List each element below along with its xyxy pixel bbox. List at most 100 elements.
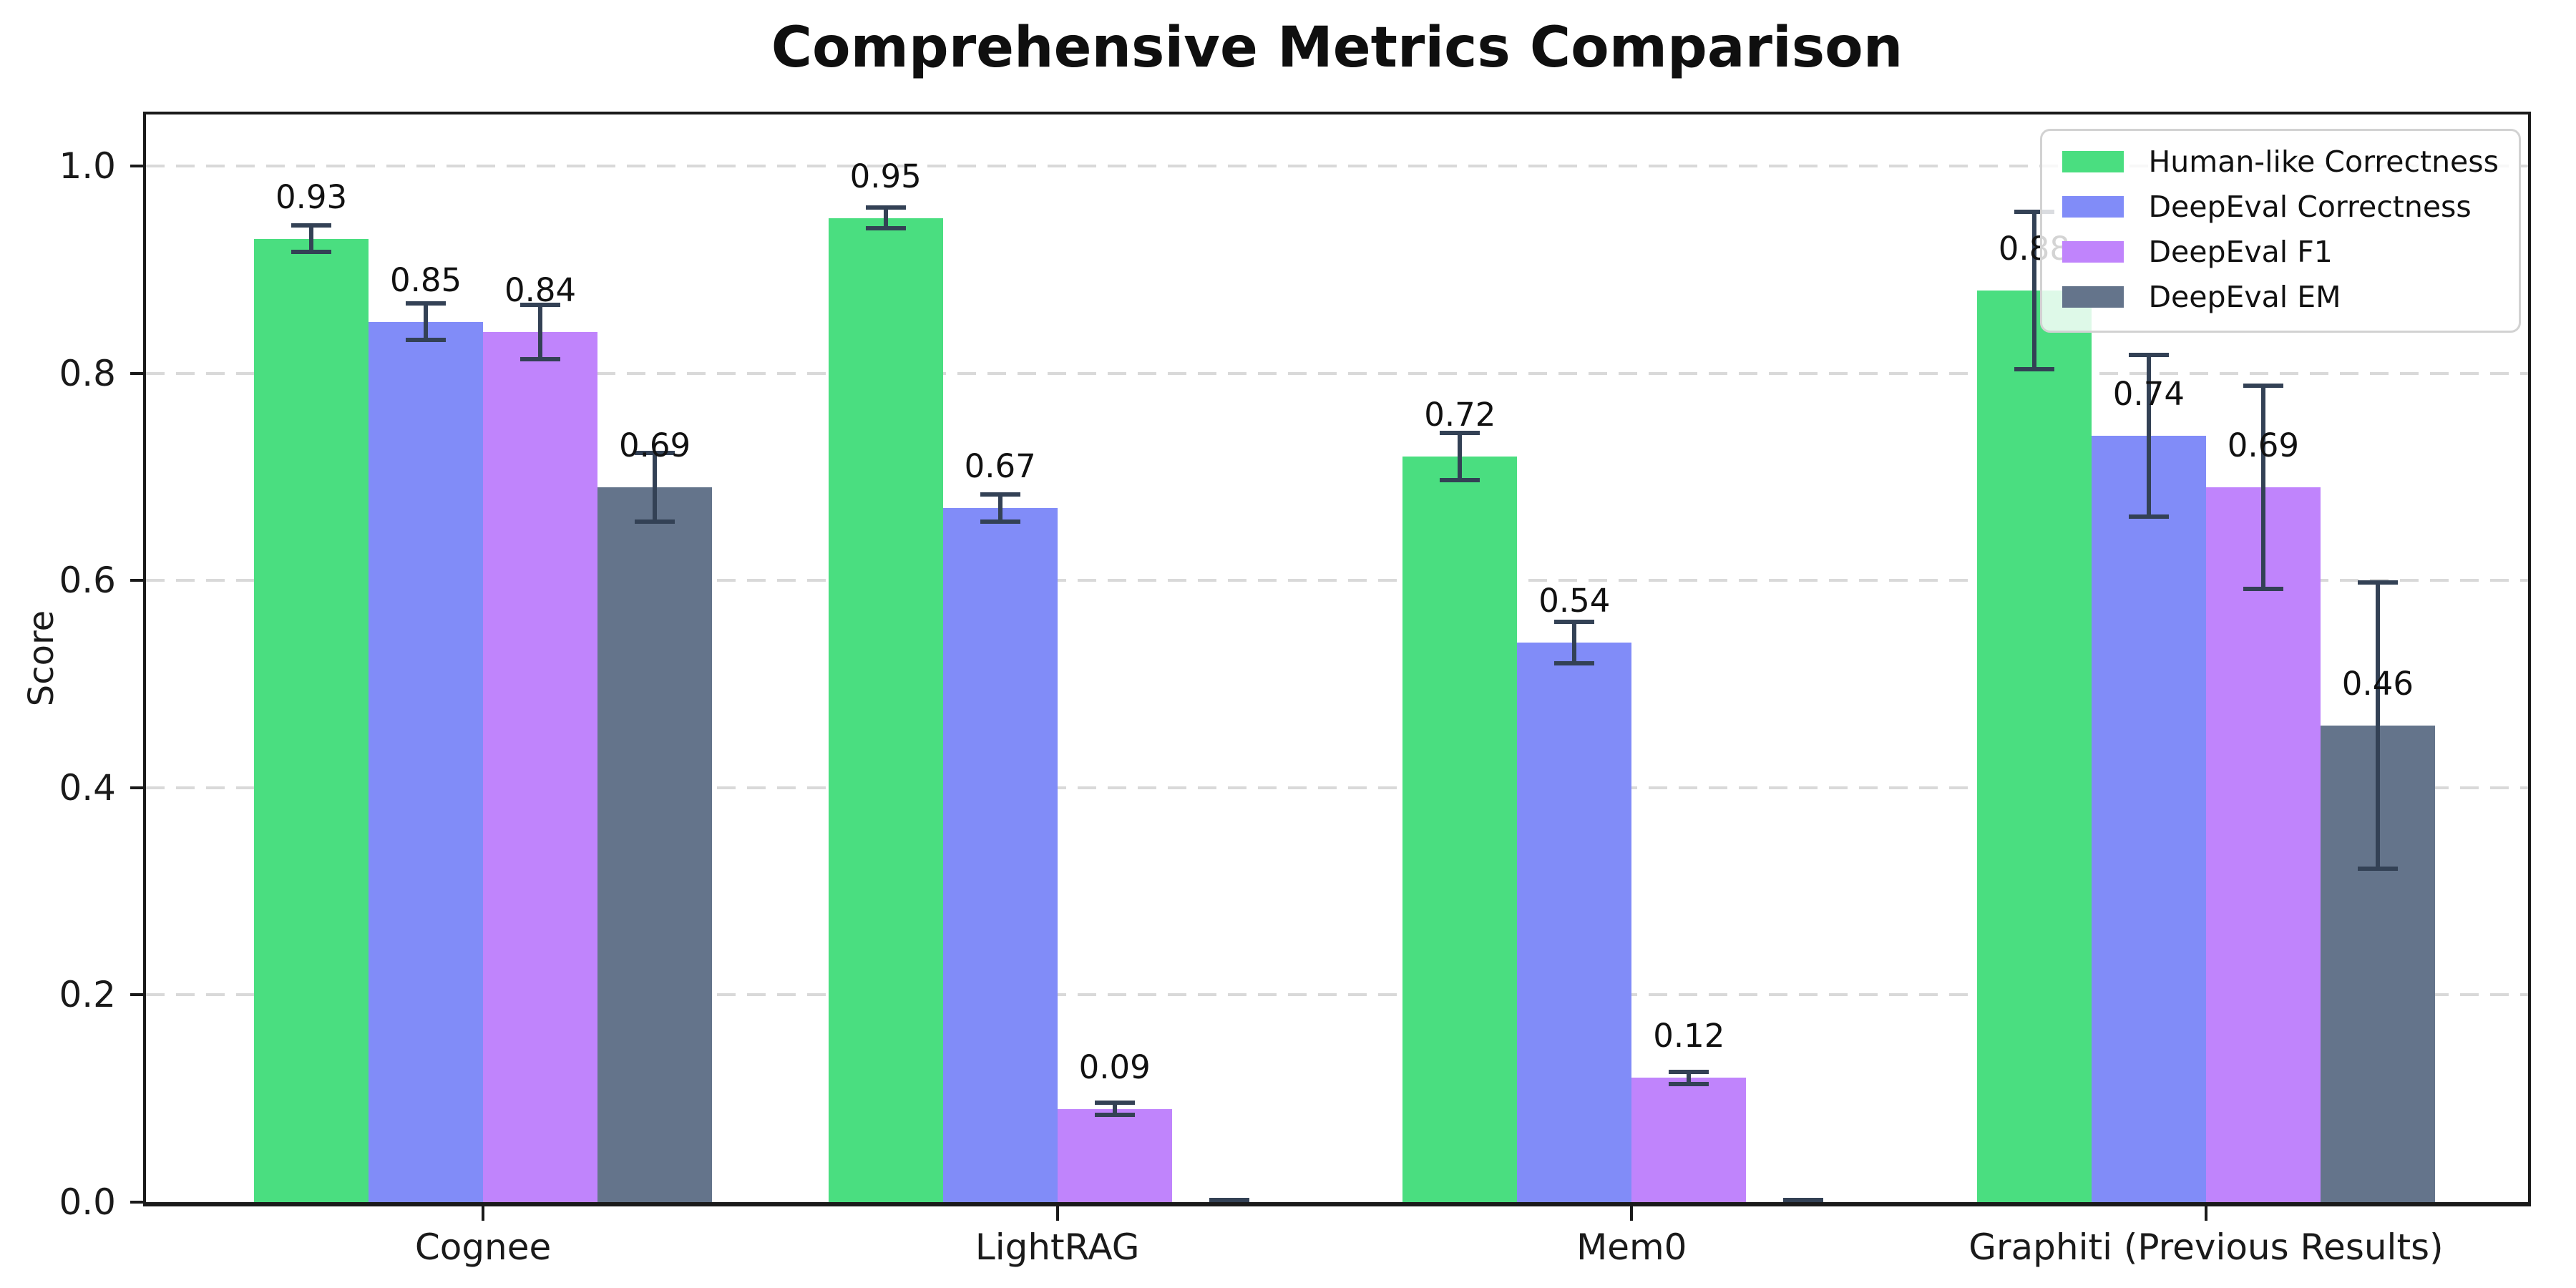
error-bar [1094,1101,1135,1118]
error-bar-cap-top [520,303,561,308]
legend-item-label: DeepEval EM [2148,280,2341,314]
error-bar-stem [538,303,543,361]
error-bar-cap-bottom [2014,367,2054,372]
error-bar-cap-top [2014,210,2054,215]
error-bar [1440,430,1480,482]
bar [254,238,369,1202]
bar-value-label: 0.95 [849,157,922,195]
bar [1057,1108,1172,1202]
error-bar-cap-top [2243,384,2283,389]
y-tick-label: 1.0 [59,145,116,187]
bar [828,218,943,1202]
error-bar-cap-bottom [1669,1081,1709,1086]
legend-item-label: DeepEval F1 [2148,235,2333,269]
x-tick-label: Mem0 [1576,1226,1687,1268]
bar [483,332,598,1202]
error-bar-cap-top [291,223,332,228]
x-tick [1630,1206,1634,1221]
error-bar [2243,384,2283,591]
error-bar-stem [2375,580,2380,871]
error-bar-cap-top [406,301,447,306]
legend-color-swatch [2062,196,2124,218]
error-bar-cap-bottom [2357,866,2398,871]
bar-value-label: 0.69 [2227,426,2299,465]
y-tick-label: 0.0 [59,1181,116,1223]
error-bar [2357,580,2398,871]
error-bar-cap-top [1783,1198,1824,1202]
error-bar [1669,1069,1709,1086]
bar [942,508,1058,1202]
y-tick [130,371,143,375]
y-tick [130,165,143,168]
error-bar-cap-bottom [865,226,906,231]
legend-item: DeepEval F1 [2062,235,2499,268]
error-bar-cap-top [2128,352,2169,357]
gridline [146,371,2528,375]
bar-value-label: 0.67 [964,447,1036,486]
gridline [146,993,2528,997]
chart-title: Comprehensive Metrics Comparison [771,16,1903,80]
y-tick-label: 0.2 [59,974,116,1016]
error-bar [291,223,332,255]
bar [1976,291,2092,1202]
gridline [146,579,2528,582]
gridline [146,165,2528,168]
error-bar-cap-bottom [1209,1201,1249,1202]
bar-value-label: 0.93 [275,177,348,216]
y-tick-label: 0.6 [59,560,116,602]
error-bar-cap-bottom [1440,477,1480,482]
error-bar-stem [2260,384,2265,591]
error-bar [2128,352,2169,519]
legend-color-swatch [2062,286,2124,308]
bar-value-label: 0.84 [504,271,577,310]
bar [369,321,484,1202]
bar [2205,487,2321,1202]
error-bar-cap-bottom [1094,1113,1135,1118]
legend-item: Human-like Correctness [2062,145,2499,178]
bar [1631,1078,1747,1202]
error-bar-stem [309,223,314,255]
legend-color-swatch [2062,151,2124,172]
legend-color-swatch [2062,241,2124,263]
bar-value-label: 0.74 [2112,374,2185,413]
error-bar-stem [653,451,658,524]
legend-item: DeepEval EM [2062,280,2499,313]
error-bar-cap-top [1669,1069,1709,1074]
bar [1517,643,1632,1202]
error-bar-cap-top [1554,620,1595,625]
error-bar-cap-top [1094,1101,1135,1106]
legend-item-label: Human-like Correctness [2148,145,2499,179]
y-tick [130,1201,143,1204]
bar-value-label: 0.72 [1424,395,1496,434]
error-bar-stem [883,205,888,231]
bar-value-label: 0.12 [1653,1017,1725,1055]
error-bar-cap-bottom [2128,514,2169,519]
error-bar-stem [424,301,429,343]
bar [597,487,713,1202]
error-bar-cap-top [1209,1198,1249,1202]
error-bar-cap-top [865,205,906,210]
gridline [146,786,2528,789]
legend-item: DeepEval Correctness [2062,190,2499,223]
error-bar-cap-bottom [2243,586,2283,591]
bar [1402,456,1518,1202]
plot-area: Human-like Correctness DeepEval Correctne… [143,112,2531,1206]
error-bar [865,205,906,231]
error-bar-stem [1687,1069,1692,1086]
error-bar-stem [997,492,1002,524]
x-tick [482,1206,485,1221]
error-bar-cap-top [980,492,1020,497]
error-bar-cap-top [2357,580,2398,585]
error-bar [520,303,561,361]
error-bar-cap-bottom [520,356,561,361]
bar-value-label: 0.46 [2341,665,2414,703]
legend: Human-like Correctness DeepEval Correctne… [2040,129,2521,333]
error-bar-stem [2146,352,2151,519]
bar-value-label: 0.85 [389,260,462,299]
error-bar-cap-bottom [1783,1201,1824,1202]
y-tick [130,579,143,582]
x-tick-label: Cognee [414,1226,552,1268]
error-bar-cap-bottom [291,250,332,255]
x-tick [2204,1206,2207,1221]
